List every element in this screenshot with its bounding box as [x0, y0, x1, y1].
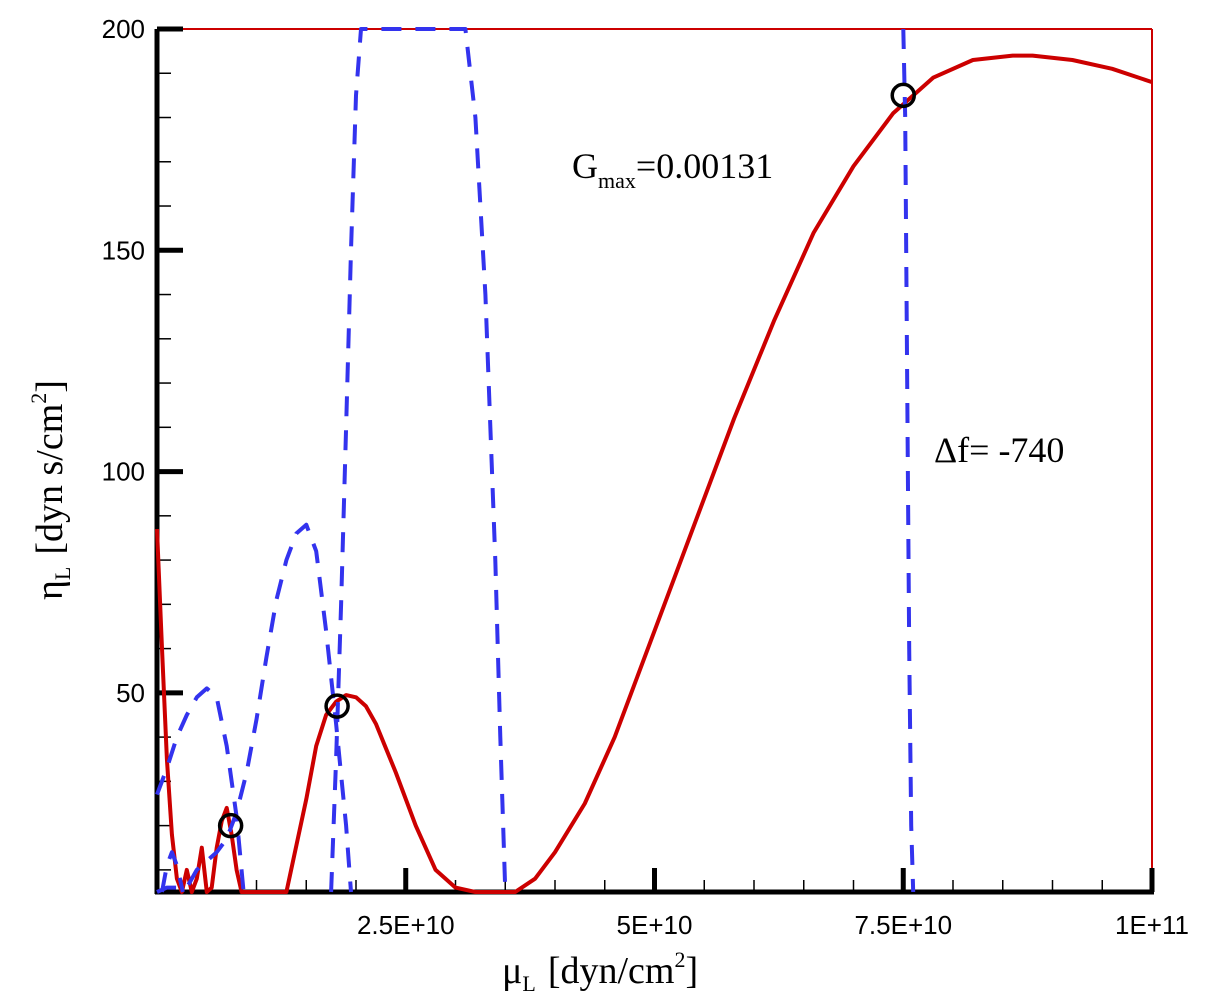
- y-axis-sub: L: [50, 567, 75, 580]
- x-axis-symbol: μ: [502, 950, 522, 992]
- delta-f-annotation: Δf= -740: [934, 430, 1064, 470]
- x-axis-units-sup: 2: [674, 947, 685, 972]
- series-g-line: [155, 53, 1153, 894]
- x-tick-label-1: 5E+10: [617, 910, 693, 940]
- series-delta-f-segment-4: [901, 28, 916, 893]
- minor-ticks: [157, 72, 1103, 892]
- x-axis-label: μL [dyn/cm2]: [502, 947, 698, 996]
- major-ticks: [154, 26, 1155, 895]
- series-delta-f-segment-2: [160, 850, 185, 893]
- gmax-sub: max: [598, 168, 636, 193]
- tick-labels: 2.5E+10 5E+10 7.5E+10 1E+11 50 100 150 200: [102, 14, 1189, 940]
- plot-frame: [157, 28, 1153, 892]
- y-axis-units: [dyn s/cm: [29, 404, 71, 555]
- gmax-main: G: [572, 146, 598, 186]
- x-tick-label-0: 2.5E+10: [357, 910, 455, 940]
- y-tick-label-3: 200: [102, 14, 145, 44]
- marker-circle-1: [324, 693, 350, 719]
- gmax-value: =0.00131: [636, 146, 773, 186]
- y-tick-label-2: 150: [102, 235, 145, 265]
- x-tick-label-2: 7.5E+10: [854, 910, 952, 940]
- x-axis-sub: L: [522, 971, 535, 996]
- y-axis-symbol: η: [29, 580, 71, 600]
- x-axis-units-close: ]: [685, 950, 698, 992]
- x-tick-label-3: 1E+11: [1115, 910, 1189, 940]
- series-delta-f-segment-3: [329, 27, 508, 893]
- y-tick-label-1: 100: [102, 457, 145, 487]
- y-axis-label: ηL [dyn s/cm2]: [26, 380, 75, 600]
- gmax-annotation: Gmax=0.00131: [572, 146, 773, 193]
- y-axis-units-sup: 2: [26, 393, 51, 404]
- marker-circle-0: [217, 812, 244, 839]
- marker-circle-2: [890, 82, 916, 109]
- marker-layer: [217, 82, 916, 839]
- x-axis-units: [dyn/cm: [548, 950, 675, 992]
- y-tick-label-0: 50: [116, 678, 145, 708]
- series-layer: [155, 27, 1153, 894]
- series-delta-f-segment-0: [156, 522, 353, 894]
- y-axis-units-close: ]: [29, 380, 71, 393]
- series-delta-f-segment-1: [155, 686, 246, 893]
